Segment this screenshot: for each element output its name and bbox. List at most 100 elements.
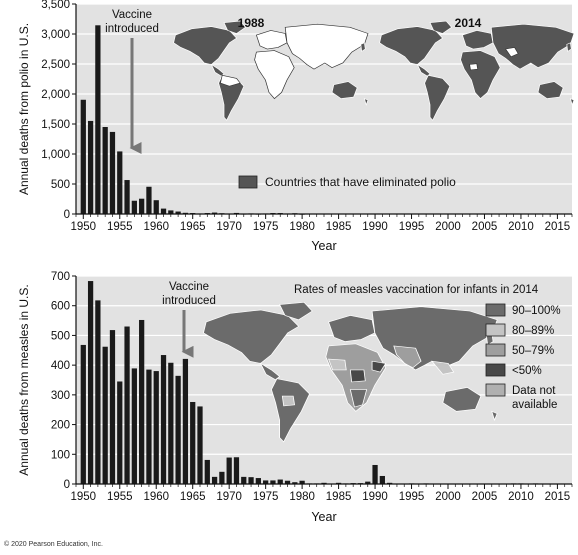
map-2014-south-america [424,74,451,121]
measles-y-tick-label: 300 [51,390,70,402]
map-1988: 1988 [173,16,369,121]
measles-bars [80,281,539,485]
measles-bar-1976 [270,480,276,484]
map-2014-africa [460,50,501,100]
polio-annotation-line2: introduced [105,23,159,35]
measles-bar-1970 [226,457,232,484]
map-1988-new-zealand [363,98,369,106]
measles-bar-1989 [365,481,371,484]
measles-bar-1977 [277,479,283,484]
polio-y-tick-label: 3,000 [41,29,70,41]
map-2014-label: 2014 [455,16,482,30]
measles-x-tick-label: 2000 [435,491,461,503]
measles-bar-1960 [153,371,159,484]
legend-swatch-under-50 [485,363,506,377]
measles-x-tick-label: 2005 [472,491,498,503]
measles-bar-1957 [131,368,137,484]
measles-bar-1972 [241,476,247,484]
measles-x-tick-label: 1970 [216,491,242,503]
map-1988-label: 1988 [238,16,265,30]
polio-bar-1950 [80,99,86,214]
map-1988-asia [284,23,369,70]
measles-map-europe [328,315,376,342]
polio-x-tick-label: 2005 [472,221,498,233]
measles-y-axis-title: Annual deaths from measles in U.S. [17,284,31,475]
polio-bar-1960 [153,200,159,214]
map-1988-south-america [218,74,245,121]
measles-bar-1959 [146,369,152,484]
measles-x-tick-label: 2015 [545,491,571,503]
polio-bar-1951 [87,120,94,214]
polio-legend-label: Countries that have eliminated polio [265,175,456,189]
measles-bar-1971 [233,457,240,484]
measles-bar-1991 [379,475,385,484]
map-2014-north-america [379,26,444,65]
measles-bar-1951 [87,281,94,484]
map-2014-new-zealand [569,98,575,106]
measles-x-tick-label: 1960 [143,491,169,503]
polio-bar-1962 [168,210,174,214]
polio-bar-1954 [109,131,116,214]
measles-map-central-africa [349,369,366,383]
polio-bar-1958 [139,198,145,214]
map-2014-central-america [416,63,431,77]
measles-y-tick-label: 0 [64,479,70,491]
measles-map-australia [442,387,482,412]
map-1988-north-america [173,26,238,65]
polio-x-axis: 1950 1955 1960 1965 1970 1975 1980 1985 1990 1995… [70,213,573,233]
measles-map-west-africa [327,358,347,371]
map-2014-europe [461,30,494,50]
measles-bar-1975 [263,480,269,484]
measles-x-tick-label: 1950 [70,491,96,503]
legend-swatch-50-79 [485,343,506,357]
map-1988-central-america [210,63,225,77]
measles-y-tick-label: 200 [51,420,70,432]
polio-bar-1953 [102,127,108,214]
polio-x-tick-label: 2000 [435,221,461,233]
measles-panel: Rates of measles vaccination for infants… [17,271,573,524]
map-1988-greenland [223,20,247,34]
measles-bar-1953 [102,346,108,484]
legend-label-90-100: 90–100% [512,305,561,317]
polio-x-tick-label: 1985 [326,221,352,233]
measles-x-tick-label: 2010 [508,491,534,503]
measles-map-southern-africa [349,389,368,408]
polio-x-tick-label: 1955 [107,221,133,233]
legend-swatch-80-89 [485,323,506,337]
polio-y-tick-label: 2,500 [41,59,70,71]
legend-swatch-90-100 [485,303,506,317]
measles-bar-1990 [372,464,378,484]
measles-bar-1968 [211,476,218,484]
legend-label-no-data-line2: available [512,399,557,411]
map-2014-australia [537,81,564,99]
measles-map-bolivia [281,395,296,407]
measles-legend: Rates of measles vaccination for infants… [294,284,561,411]
measles-bar-1980 [299,480,305,484]
map-1988-south-america-north [219,74,241,87]
polio-bar-1956 [124,180,130,214]
measles-bar-1965 [190,401,196,484]
measles-bar-1955 [117,381,123,484]
polio-bar-1963 [175,211,181,214]
measles-map-horn-africa [371,360,387,373]
measles-map-southeast-asia [431,360,455,375]
measles-bar-1950 [80,344,86,484]
measles-bar-1973 [248,477,254,484]
measles-y-tick-label: 500 [51,330,70,342]
polio-x-tick-label: 1965 [180,221,206,233]
measles-x-tick-label: 1955 [107,491,133,503]
measles-bar-1979 [292,482,298,484]
polio-x-axis-title: Year [311,239,336,253]
measles-bar-1974 [255,478,261,484]
measles-bar-1952 [95,300,101,484]
map-2014: 2014 [379,16,575,121]
measles-bar-1962 [168,362,174,484]
map-2014-nigeria [469,63,479,71]
measles-bar-1964 [182,358,189,484]
measles-x-tick-label: 1980 [289,491,315,503]
polio-annotation-line1: Vaccine [112,9,152,21]
legend-label-50-79: 50–79% [512,345,554,357]
polio-x-tick-label: 1975 [253,221,279,233]
polio-bar-1959 [146,186,152,214]
